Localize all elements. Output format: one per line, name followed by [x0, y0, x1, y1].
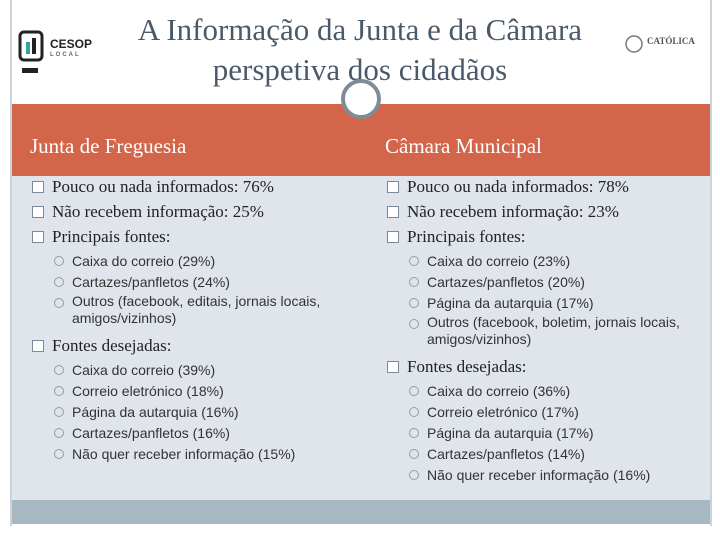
logo-sub: LOCAL: [50, 52, 81, 58]
column: Câmara Municipal Pouco ou nada informados…: [385, 134, 687, 490]
sub-bullet: Cartazes/panfletos (14%): [407, 444, 687, 465]
bullet: Pouco ou nada informados: 76%: [30, 174, 332, 199]
sub-bullet: Caixa do correio (23%): [407, 251, 687, 272]
logo-text: CESOP: [50, 37, 93, 51]
ring: [341, 79, 381, 119]
sub-bullet: Não quer receber informação (15%): [52, 444, 332, 465]
sub-bullet: Página da autarquia (17%): [407, 423, 687, 444]
frame: [10, 0, 12, 526]
bullet: Pouco ou nada informados: 78%: [385, 174, 687, 199]
sub-bullet-text: Cartazes/panfletos (16%): [72, 425, 230, 441]
sub-bullet: Outros (facebook, editais, jornais locai…: [52, 293, 332, 329]
sub-bullet: Cartazes/panfletos (24%): [52, 272, 332, 293]
sub-bullet: Caixa do correio (29%): [52, 251, 332, 272]
bullet: Principais fontes:: [30, 224, 332, 249]
sub-bullet-text: Caixa do correio (23%): [427, 253, 571, 269]
logo-icon: [18, 30, 44, 73]
sub-bullet-text: Correio eletrónico (18%): [72, 383, 224, 399]
bullet: Principais fontes:: [385, 224, 687, 249]
sub-bullet-text: Caixa do correio (39%): [72, 362, 216, 378]
bullet: Não recebem informação: 23%: [385, 199, 687, 224]
sub-bullet-text: Caixa do correio (29%): [72, 253, 216, 269]
sub-bullet: Correio eletrónico (17%): [407, 402, 687, 423]
sub-list: Caixa do correio (39%) Correio eletrónico…: [52, 360, 332, 465]
column: Junta de Freguesia Pouco ou nada informad…: [30, 134, 332, 469]
frame: [710, 0, 712, 526]
sub-bullet: Página da autarquia (17%): [407, 293, 687, 314]
logo-text: CATÓLICA: [647, 36, 695, 46]
sub-bullet-text: Página da autarquia (16%): [72, 404, 239, 420]
sub-bullet: Caixa do correio (39%): [52, 360, 332, 381]
sub-bullet-text: Cartazes/panfletos (14%): [427, 446, 585, 462]
sub-list: Caixa do correio (23%) Cartazes/panfletos…: [407, 251, 687, 350]
sub-bullet: Cartazes/panfletos (16%): [52, 423, 332, 444]
content-area: [12, 176, 710, 500]
column-heading: Junta de Freguesia: [30, 134, 187, 158]
sub-bullet-text: Cartazes/panfletos (24%): [72, 274, 230, 290]
sub-bullet-text: Correio eletrónico (17%): [427, 404, 579, 420]
sub-bullet-text: Página da autarquia (17%): [427, 425, 594, 441]
sub-bullet: Outros (facebook, boletim, jornais locai…: [407, 314, 687, 350]
sub-bullet-text: Outros (facebook, boletim, jornais locai…: [427, 314, 680, 347]
sub-bullet: Cartazes/panfletos (20%): [407, 272, 687, 293]
sub-list: Caixa do correio (36%) Correio eletrónico…: [407, 381, 687, 486]
sub-bullet: Correio eletrónico (18%): [52, 381, 332, 402]
column-heading: Câmara Municipal: [385, 134, 542, 158]
bullet: Não recebem informação: 25%: [30, 199, 332, 224]
sub-bullet-text: Caixa do correio (36%): [427, 383, 571, 399]
sub-bullet: Caixa do correio (36%): [407, 381, 687, 402]
title-line: A Informação da Junta e da Câmara: [137, 12, 583, 47]
sub-bullet-text: Cartazes/panfletos (20%): [427, 274, 585, 290]
bullet: Fontes desejadas:: [385, 354, 687, 379]
footer-band: [12, 500, 710, 524]
sub-bullet-text: Página da autarquia (17%): [427, 295, 594, 311]
sub-list: Caixa do correio (29%) Cartazes/panfletos…: [52, 251, 332, 329]
sub-bullet-text: Não quer receber informação (16%): [427, 467, 651, 483]
sub-bullet-text: Não quer receber informação (15%): [72, 446, 296, 462]
sub-bullet-text: Outros (facebook, editais, jornais locai…: [72, 293, 321, 326]
sub-bullet: Não quer receber informação (16%): [407, 465, 687, 486]
bullet: Fontes desejadas:: [30, 333, 332, 358]
logo-seal: [625, 35, 643, 53]
title: A Informação da Junta e da Câmara perspe…: [110, 10, 610, 90]
sub-bullet: Página da autarquia (16%): [52, 402, 332, 423]
